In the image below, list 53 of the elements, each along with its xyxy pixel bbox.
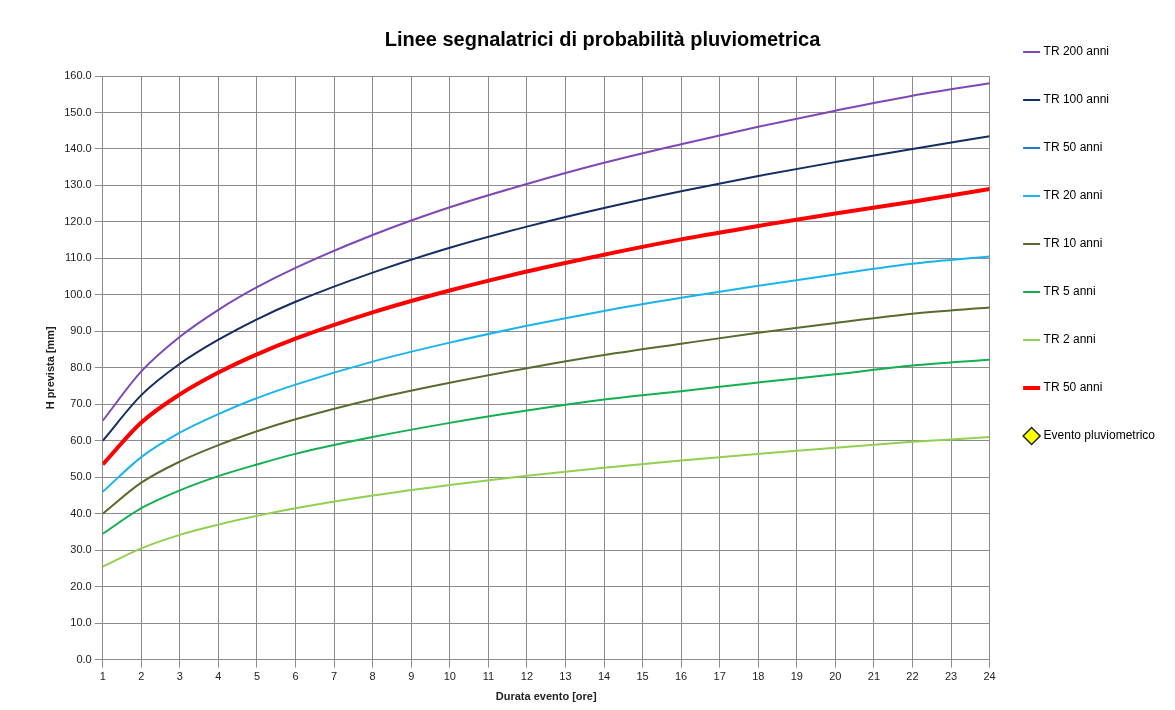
x-tick-label: 11 xyxy=(482,670,495,683)
y-tick-label: 30.0 xyxy=(70,543,92,556)
x-tick-label: 15 xyxy=(636,670,649,683)
x-tick-label: 22 xyxy=(906,670,919,683)
legend-label: TR 20 anni xyxy=(1043,188,1103,203)
x-tick-label: 8 xyxy=(369,670,376,683)
x-tick-label: 23 xyxy=(944,670,958,683)
legend-label: TR 200 anni xyxy=(1043,44,1109,59)
x-tick-label: 12 xyxy=(520,670,534,683)
x-tick-label: 5 xyxy=(253,670,261,683)
x-tick-label: 3 xyxy=(176,670,183,683)
legend-label: TR 2 anni xyxy=(1043,332,1096,347)
x-tick-label: 7 xyxy=(331,670,338,683)
legend-label: TR 50 anni xyxy=(1043,140,1103,155)
legend-label: TR 10 anni xyxy=(1043,236,1103,251)
y-tick-label: 90.0 xyxy=(70,324,92,337)
chart-title: Linee segnalatrici di probabilità pluviometrica xyxy=(384,27,822,50)
y-tick-label: 70.0 xyxy=(70,397,92,410)
y-axis-title: H prevista [mm] xyxy=(43,325,56,410)
legend-label: Evento pluviometrico xyxy=(1043,428,1156,443)
x-tick-label: 24 xyxy=(983,670,996,683)
x-tick-label: 18 xyxy=(752,670,765,683)
y-tick-label: 80.0 xyxy=(70,360,92,373)
x-tick-label: 14 xyxy=(597,670,611,683)
y-tick-label: 150.0 xyxy=(64,105,92,118)
y-tick-label: 40.0 xyxy=(70,506,92,519)
y-tick-label: 130.0 xyxy=(64,178,92,191)
y-tick-label: 50.0 xyxy=(70,470,92,483)
y-tick-label: 160.0 xyxy=(64,69,92,82)
y-tick-label: 110.0 xyxy=(65,251,92,264)
y-tick-label: 20.0 xyxy=(70,579,92,592)
x-tick-label: 13 xyxy=(559,670,572,683)
x-tick-label: 2 xyxy=(138,670,145,683)
y-tick-label: 140.0 xyxy=(64,141,92,154)
y-tick-label: 10.0 xyxy=(70,616,92,629)
legend-label: TR 100 anni xyxy=(1043,92,1109,107)
legend-label: TR 50 anni xyxy=(1043,380,1103,395)
y-tick-label: 0.0 xyxy=(76,652,92,665)
x-axis-title: Durata evento [ore] xyxy=(495,690,597,703)
x-tick-label: 19 xyxy=(790,670,803,683)
x-tick-label: 10 xyxy=(443,670,456,683)
y-tick-label: 120.0 xyxy=(64,214,92,227)
x-tick-label: 9 xyxy=(408,670,415,683)
legend-label: TR 5 anni xyxy=(1043,284,1096,299)
x-tick-label: 17 xyxy=(713,670,726,683)
x-tick-label: 6 xyxy=(292,670,299,683)
x-tick-label: 4 xyxy=(215,670,222,683)
x-tick-label: 1 xyxy=(99,670,106,683)
x-tick-label: 21 xyxy=(867,670,881,683)
x-tick-label: 20 xyxy=(829,670,842,683)
y-tick-label: 60.0 xyxy=(70,433,92,446)
x-tick-label: 16 xyxy=(675,670,688,683)
y-tick-label: 100.0 xyxy=(64,287,92,300)
